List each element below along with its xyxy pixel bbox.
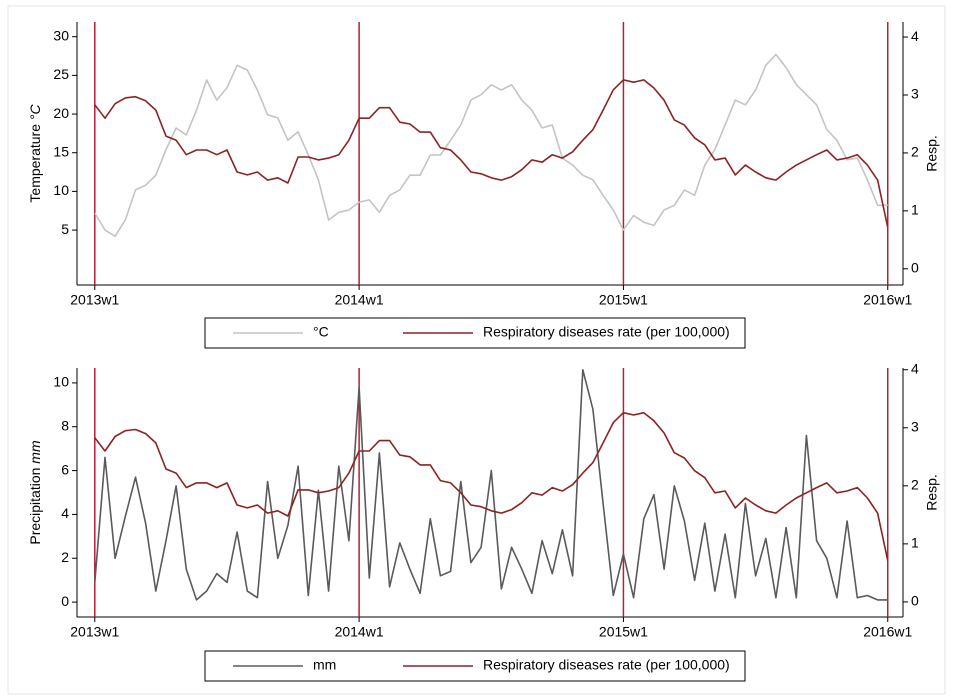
legend-label: Respiratory diseases rate (per 100,000) <box>483 657 730 673</box>
y2-tick-label: 4 <box>911 28 919 44</box>
y-tick-label: 10 <box>53 182 69 198</box>
series-line <box>94 53 888 238</box>
y-tick-label: 20 <box>53 105 69 121</box>
y2-tick-label: 0 <box>911 259 919 275</box>
y-axis-title-text: Temperature <box>27 124 43 203</box>
series-line <box>94 79 889 228</box>
y-axis-title: Precipitation mm <box>27 440 43 545</box>
y-tick-label: 5 <box>61 221 69 237</box>
y-tick-label: 10 <box>53 374 69 390</box>
series-line <box>94 411 889 561</box>
y2-tick-label: 0 <box>911 593 919 609</box>
x-tick-label: 2016w1 <box>863 624 912 640</box>
x-tick-label: 2015w1 <box>599 624 648 640</box>
y-tick-label: 2 <box>61 549 69 565</box>
y2-tick-label: 4 <box>911 360 919 376</box>
y-axis-title-unit: mm <box>27 440 43 464</box>
x-tick-label: 2014w1 <box>335 292 384 308</box>
y-axis-title-unit: °C <box>27 104 43 121</box>
y2-tick-label: 1 <box>911 535 919 551</box>
legend-label: Respiratory diseases rate (per 100,000) <box>483 324 730 340</box>
legend-label: mm <box>313 657 336 673</box>
y2-tick-label: 1 <box>911 202 919 218</box>
y2-tick-label: 2 <box>911 477 919 493</box>
y-tick-label: 8 <box>61 417 69 433</box>
y2-axis-title: Resp. <box>924 135 940 172</box>
y2-tick-label: 3 <box>911 418 919 434</box>
chart-border <box>7 5 946 695</box>
x-tick-label: 2014w1 <box>335 624 384 640</box>
y-tick-label: 4 <box>61 505 69 521</box>
y-axis-title-text: Precipitation <box>27 468 43 545</box>
series-line <box>94 369 888 601</box>
legend-label: °C <box>313 324 329 340</box>
y2-axis-title: Resp. <box>924 474 940 511</box>
y-axis-title: Temperature °C <box>27 104 43 203</box>
y2-tick-label: 2 <box>911 144 919 160</box>
y2-tick-label: 3 <box>911 86 919 102</box>
y-tick-label: 30 <box>53 27 69 43</box>
y-tick-label: 6 <box>61 461 69 477</box>
y-tick-label: 0 <box>61 593 69 609</box>
x-tick-label: 2013w1 <box>70 292 119 308</box>
x-tick-label: 2013w1 <box>70 624 119 640</box>
x-tick-label: 2016w1 <box>863 292 912 308</box>
y-tick-label: 25 <box>53 66 69 82</box>
x-tick-label: 2015w1 <box>599 292 648 308</box>
y-tick-label: 15 <box>53 143 69 159</box>
